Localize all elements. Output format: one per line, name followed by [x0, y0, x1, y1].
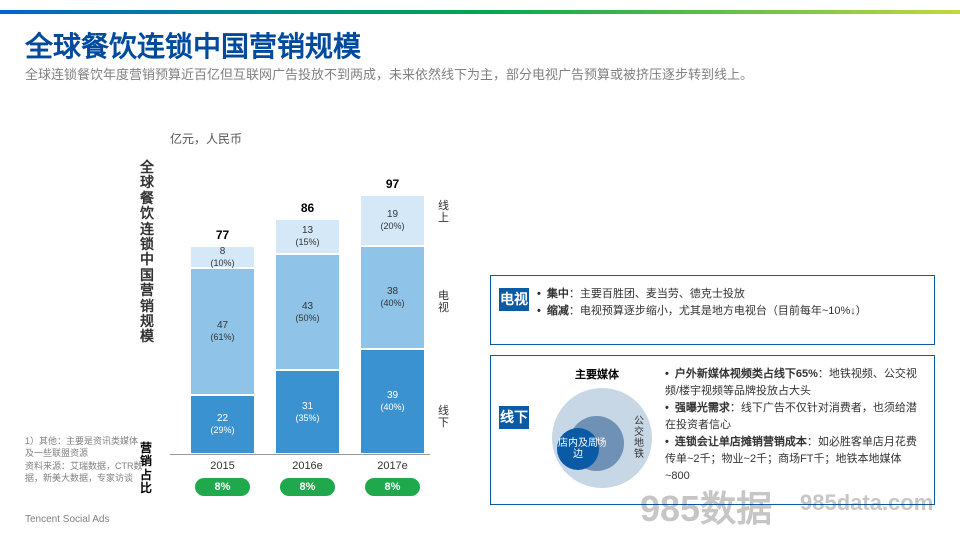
page-title: 全球餐饮连锁中国营销规模: [25, 25, 361, 65]
bar-segment: 22(29%): [190, 395, 255, 454]
bar-column: 13(15%)43(50%)31(35%)862016e: [275, 219, 340, 454]
chart-y-title: 全球餐饮连锁中国营销规模: [140, 160, 156, 345]
panel-bullet: 缩减：电视预算逐步缩小，尤其是地方电视台（目前每年~10%↓）: [537, 303, 926, 320]
brand-footer: Tencent Social Ads: [25, 514, 110, 525]
share-pill: 8%: [195, 478, 250, 496]
bar-x-label: 2015: [190, 460, 255, 472]
bar-segment: 13(15%): [275, 219, 340, 254]
bar-total-label: 77: [190, 228, 255, 242]
venn-diagram: 主要媒体 公交地铁商场店内及周边: [537, 366, 657, 486]
share-pill: 8%: [365, 478, 420, 496]
series-label: 线下: [438, 405, 454, 429]
watermark-text: 985data.com: [800, 490, 933, 516]
panel-bullet: 集中：主要百胜团、麦当劳、德克士投放: [537, 286, 926, 303]
panel-bullet: 强曝光需求：线下广告不仅针对消费者，也须给潜在投资者信心: [665, 400, 926, 434]
bar-x-label: 2016e: [275, 460, 340, 472]
bar-segment: 19(20%): [360, 195, 425, 246]
bar-segment: 43(50%): [275, 254, 340, 370]
bar-segment: 39(40%): [360, 349, 425, 454]
panel-tv: 电视 集中：主要百胜团、麦当劳、德克士投放缩减：电视预算逐步缩小，尤其是地方电视…: [490, 275, 935, 345]
page-subtitle: 全球连锁餐饮年度营销预算近百亿但互联网广告投放不到两成，未来依然线下为主，部分电…: [25, 65, 935, 85]
header-accent-bar: [0, 10, 960, 14]
bar-column: 8(10%)47(61%)22(29%)772015: [190, 246, 255, 454]
footnote-text: 1）其他：主要是资讯类媒体及一些联盟资源资料来源：艾瑞数据，CTR数据，新美大数…: [25, 435, 145, 485]
venn-title: 主要媒体: [537, 366, 657, 382]
panel-offline-tag: 线下: [499, 406, 529, 429]
bar-column: 19(20%)38(40%)39(40%)972017e: [360, 195, 425, 454]
series-label: 电视: [438, 290, 454, 314]
bar-total-label: 86: [275, 201, 340, 215]
panel-bullet: 连锁会让单店摊销营销成本：如必胜客单店月花费传单~2千；物业~2千；商场FT千；…: [665, 434, 926, 485]
panel-bullet: 户外新媒体视频类占线下65%：地铁视频、公交视频/楼宇视频等品牌投放占大头: [665, 366, 926, 400]
panel-tv-bullets: 集中：主要百胜团、麦当劳、德克士投放缩减：电视预算逐步缩小，尤其是地方电视台（目…: [537, 286, 926, 320]
chart-plot-area: 8(10%)47(61%)22(29%)772015 13(15%)43(50%)…: [170, 145, 430, 455]
bar-segment: 31(35%): [275, 370, 340, 454]
stacked-bar-chart: 亿元，人民币 全球餐饮连锁中国营销规模 8(10%)47(61%)22(29%)…: [150, 130, 470, 500]
bar-segment: 38(40%): [360, 246, 425, 349]
bar-total-label: 97: [360, 177, 425, 191]
chart-pill-row: 8% 8% 8%: [170, 478, 430, 500]
panel-offline-bullets: 户外新媒体视频类占线下65%：地铁视频、公交视频/楼宇视频等品牌投放占大头强曝光…: [665, 366, 926, 485]
bar-segment: 47(61%): [190, 268, 255, 395]
bar-x-label: 2017e: [360, 460, 425, 472]
share-pill: 8%: [280, 478, 335, 496]
series-label: 线上: [438, 200, 454, 224]
bar-segment: 8(10%): [190, 246, 255, 268]
venn-circle: 店内及周边: [557, 428, 599, 470]
watermark-text: 985数据: [640, 480, 772, 532]
panel-tv-tag: 电视: [499, 288, 529, 311]
